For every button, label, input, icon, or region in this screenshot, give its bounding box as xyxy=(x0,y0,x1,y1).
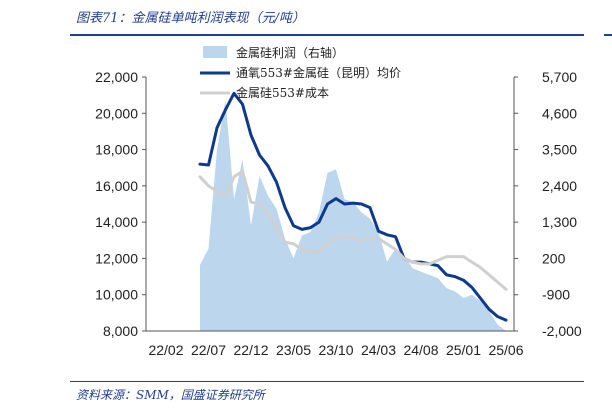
right-tick-label: 4,600 xyxy=(542,105,577,121)
price-line xyxy=(198,91,508,322)
legend-label: 通氧553#金属硅（昆明）均价 xyxy=(236,65,401,80)
left-tick-label: 12,000 xyxy=(95,250,138,266)
profit-chart: 22,000 20,000 18,000 16,000 14,000 12,000 10,0… xyxy=(95,45,582,358)
x-tick-label: 25/06 xyxy=(488,342,523,358)
legend-label: 金属硅利润（右轴） xyxy=(236,45,344,60)
x-tick-label: 24/08 xyxy=(403,342,438,358)
axis-layer: 22,000 20,000 18,000 16,000 14,000 12,000 10,0… xyxy=(95,69,582,358)
right-tick-label: -900 xyxy=(542,287,570,303)
left-tick-label: 10,000 xyxy=(95,287,138,303)
footer-rule xyxy=(70,381,584,382)
source-note: 资料来源：SMM，国盛证券研究所 xyxy=(76,388,265,402)
edge-mark xyxy=(604,34,612,36)
x-tick-label: 24/03 xyxy=(361,342,396,358)
legend-swatch-profit xyxy=(203,46,227,58)
x-tick-label: 22/12 xyxy=(233,342,268,358)
figure-title: 图表71：金属硅单吨利润表现（元/吨） xyxy=(76,11,305,26)
x-tick-label: 22/07 xyxy=(191,342,226,358)
title-rule xyxy=(70,34,584,36)
left-tick-label: 14,000 xyxy=(95,214,138,230)
right-tick-label: 1,300 xyxy=(542,214,577,230)
x-tick-label: 23/05 xyxy=(276,342,311,358)
profit-area xyxy=(200,100,506,331)
x-tick-label: 23/10 xyxy=(318,342,353,358)
line-layer xyxy=(198,91,508,322)
area-layer xyxy=(200,100,506,331)
right-tick-label: 2,400 xyxy=(542,178,577,194)
left-tick-label: 20,000 xyxy=(95,105,138,121)
right-tick-label: 200 xyxy=(542,250,566,266)
left-tick-label: 22,000 xyxy=(95,69,138,85)
right-tick-label: 5,700 xyxy=(542,69,577,85)
x-tick-label: 25/01 xyxy=(446,342,481,358)
cost-line xyxy=(198,169,508,291)
x-tick-label: 22/02 xyxy=(148,342,183,358)
left-tick-label: 16,000 xyxy=(95,178,138,194)
left-tick-label: 8,000 xyxy=(103,323,138,339)
left-tick-label: 18,000 xyxy=(95,142,138,158)
right-tick-label: 3,500 xyxy=(542,142,577,158)
right-tick-label: -2,000 xyxy=(542,323,582,339)
legend-label: 金属硅553#成本 xyxy=(236,85,329,100)
